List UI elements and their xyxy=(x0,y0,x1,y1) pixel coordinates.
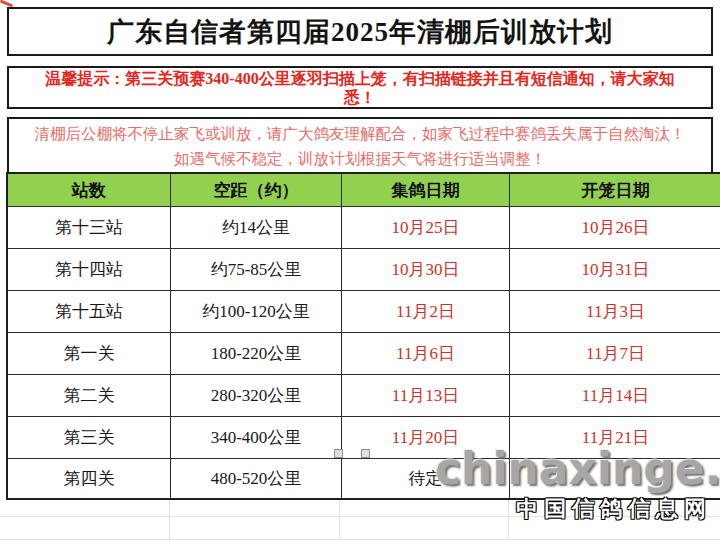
table-cell-collect-date: 11月13日 xyxy=(342,375,510,417)
notice-secondary-line1: 清棚后公棚将不停止家飞或训放，请广大鸽友理解配合，如家飞过程中赛鸽丢失属于自然淘… xyxy=(9,121,711,146)
table-cell-station: 第十五站 xyxy=(8,291,171,333)
ghost-gridline-vertical xyxy=(169,497,170,541)
ghost-gridline-horizontal xyxy=(0,539,720,540)
table-cell-station: 第三关 xyxy=(8,417,171,459)
table-cell-station: 第二关 xyxy=(8,375,171,417)
notice-secondary-line2: 如遇气候不稳定，训放计划根据天气将进行适当调整！ xyxy=(9,146,711,171)
table-cell-distance: 约14公里 xyxy=(171,207,342,249)
ghost-gridline-vertical xyxy=(339,497,340,541)
watermark-name-text: 中国信鸽信息网 xyxy=(516,494,712,524)
selection-handle xyxy=(334,449,343,458)
header-cell-station: 站数 xyxy=(8,174,171,207)
table-cell-station: 第四关 xyxy=(8,459,171,498)
table-cell-collect-date: 10月25日 xyxy=(342,207,510,249)
table-cell-distance: 340-400公里 xyxy=(171,417,342,459)
notice-primary: 温馨提示：第三关预赛340-400公里逐羽扫描上笼，有扫描链接并且有短信通知，请… xyxy=(7,66,713,109)
table-cell-collect-date: 11月2日 xyxy=(342,291,510,333)
table-cell-collect-date: 10月30日 xyxy=(342,249,510,291)
ghost-gridline-vertical xyxy=(508,497,509,541)
table-cell-distance: 180-220公里 xyxy=(171,333,342,375)
page-title: 广东自信者第四届2025年清棚后训放计划 xyxy=(107,14,613,50)
table-cell-release-date: 10月31日 xyxy=(510,249,720,291)
header-cell-release: 开笼日期 xyxy=(510,174,720,207)
table-cell-distance: 480-520公里 xyxy=(171,459,342,498)
table-cell-release-date: 11月7日 xyxy=(510,333,720,375)
watermark-site-text: chinaxinge.com xyxy=(435,447,720,491)
table-cell-distance: 280-320公里 xyxy=(171,375,342,417)
notice-primary-line1: 温馨提示：第三关预赛340-400公里逐羽扫描上笼，有扫描链接并且有短信通知，请… xyxy=(9,69,711,88)
page: 广东自信者第四届2025年清棚后训放计划 温馨提示：第三关预赛340-400公里… xyxy=(0,0,720,541)
table-cell-station: 第十三站 xyxy=(8,207,171,249)
table-cell-distance: 约75-85公里 xyxy=(171,249,342,291)
table-cell-release-date: 11月3日 xyxy=(510,291,720,333)
header-cell-distance: 空距（约） xyxy=(171,174,342,207)
table-cell-station: 第十四站 xyxy=(8,249,171,291)
table-cell-collect-date: 11月6日 xyxy=(342,333,510,375)
table-cell-release-date: 10月26日 xyxy=(510,207,720,249)
table-cell-station: 第一关 xyxy=(8,333,171,375)
notice-secondary: 清棚后公棚将不停止家飞或训放，请广大鸽友理解配合，如家飞过程中赛鸽丢失属于自然淘… xyxy=(7,117,713,172)
notice-primary-line2: 悉！ xyxy=(9,88,711,107)
header-cell-collect: 集鸽日期 xyxy=(342,174,510,207)
title-box: 广东自信者第四届2025年清棚后训放计划 xyxy=(7,7,713,56)
table-cell-distance: 约100-120公里 xyxy=(171,291,342,333)
selection-handle xyxy=(361,449,370,458)
table-cell-release-date: 11月14日 xyxy=(510,375,720,417)
